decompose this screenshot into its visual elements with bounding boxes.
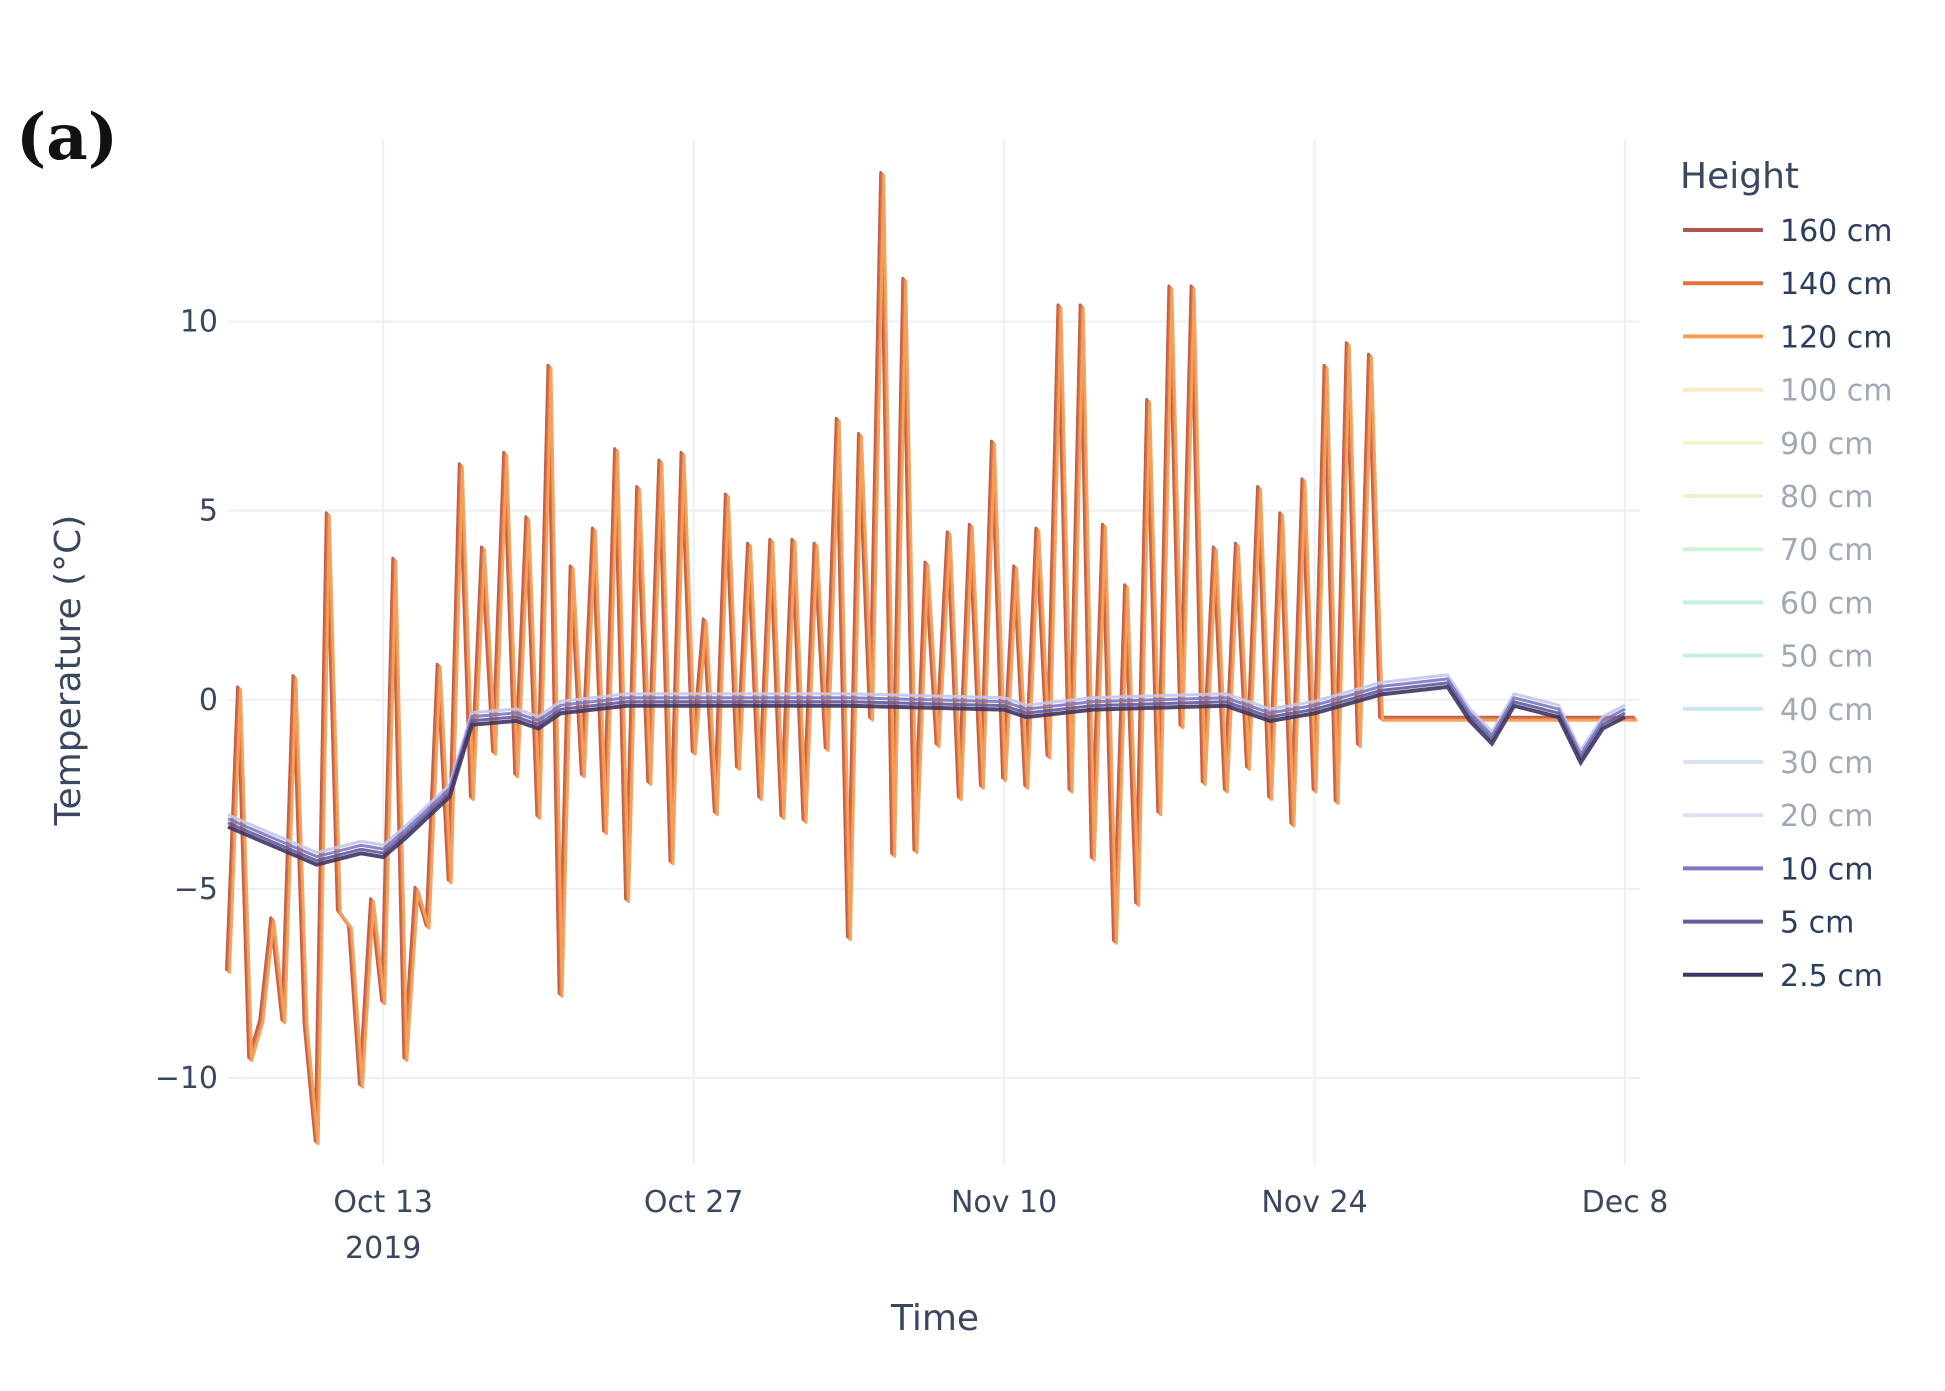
legend-item-label: 40 cm: [1780, 693, 1873, 728]
y-tick-label: 0: [199, 683, 218, 718]
legend-item-label: 90 cm: [1780, 427, 1873, 462]
series-line-20cm: [227, 673, 1626, 855]
y-tick-label: −5: [174, 872, 218, 907]
legend-item-label: 120 cm: [1780, 320, 1893, 355]
legend-item-label: 100 cm: [1780, 374, 1893, 409]
legend-item-label: 50 cm: [1780, 640, 1873, 675]
series-line-10cm: [227, 677, 1626, 859]
legend-item-label: 5 cm: [1780, 906, 1854, 941]
legend-item-label: 30 cm: [1780, 746, 1873, 781]
legend-item-label: 10 cm: [1780, 852, 1873, 887]
legend-item-label: 70 cm: [1780, 533, 1873, 568]
y-tick-label: 5: [199, 494, 218, 529]
series-line-2.5cm: [227, 684, 1626, 867]
series-line-5cm: [227, 681, 1626, 863]
legend-title: Height: [1680, 156, 1799, 197]
x-tick-label: Nov 10: [951, 1185, 1057, 1220]
legend: Height 160 cm 140 cm 120 cm 100 cm 90 cm 80 c…: [1680, 156, 1893, 994]
series-layer: [225, 171, 1638, 1146]
y-axis-ticks: −10 −5 0 5 10: [155, 305, 218, 1096]
series-line-120cmcm: [228, 174, 1638, 1146]
legend-item-label: 160 cm: [1780, 214, 1893, 249]
legend-item-label: 60 cm: [1780, 586, 1873, 621]
x-axis-ticks: Oct 13 2019 Oct 27 Nov 10 Nov 24 Dec 8: [333, 1185, 1668, 1266]
legend-item-label: 80 cm: [1780, 480, 1873, 515]
legend-item-label: 140 cm: [1780, 267, 1893, 302]
legend-item-label: 20 cm: [1780, 799, 1873, 834]
series-line-160cmcm: [225, 171, 1635, 1143]
series-line-140cmcm: [226, 172, 1637, 1144]
x-axis-title: Time: [890, 1298, 979, 1339]
y-tick-label: 10: [180, 305, 218, 340]
y-axis-title: Temperature (°C): [48, 515, 89, 827]
x-tick-label: Nov 24: [1261, 1185, 1367, 1220]
legend-item-label: 2.5 cm: [1780, 959, 1883, 994]
x-tick-label: Oct 13: [333, 1185, 433, 1220]
y-tick-label: −10: [155, 1061, 218, 1096]
panel-label: (a): [16, 100, 119, 175]
x-tick-label: Dec 8: [1582, 1185, 1669, 1220]
x-tick-sublabel: 2019: [345, 1231, 421, 1266]
x-tick-label: Oct 27: [644, 1185, 744, 1220]
